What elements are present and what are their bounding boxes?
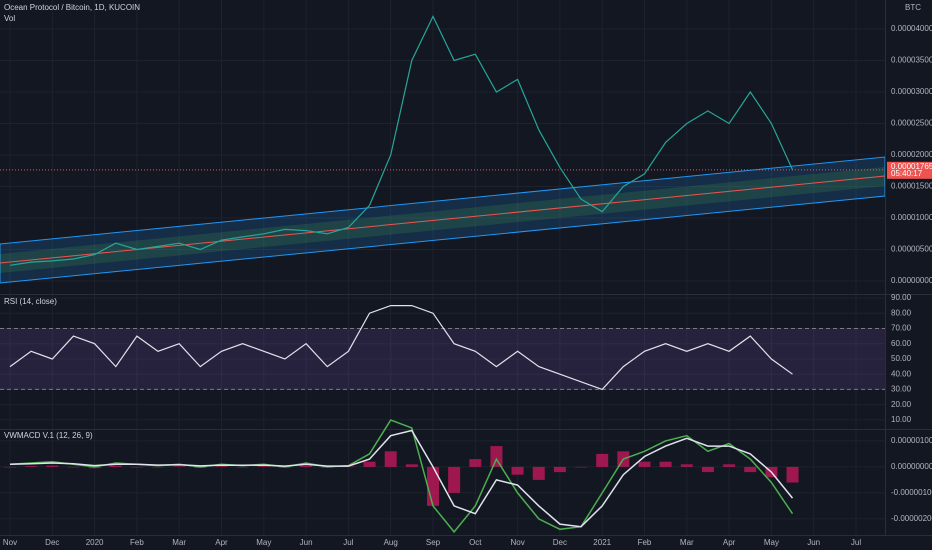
y-tick-label: 0.00004000 — [891, 24, 932, 33]
histogram-bar — [744, 466, 757, 473]
histogram-bar — [67, 466, 80, 468]
x-tick-label: Dec — [45, 538, 59, 547]
histogram-bar — [427, 466, 439, 506]
y-tick-label: 0.00003500 — [891, 56, 932, 65]
histogram-bar — [596, 453, 609, 467]
y-tick-label: 40.00 — [891, 369, 912, 378]
x-tick-label: Jun — [807, 538, 820, 547]
price-line — [9, 305, 793, 391]
price-line — [9, 15, 794, 266]
x-tick-label: Nov — [510, 538, 524, 547]
y-tick-label: 0.00001500 — [891, 182, 932, 191]
x-tick-label: Mar — [172, 538, 186, 547]
x-tick-label: Feb — [130, 538, 144, 547]
histogram-bar — [723, 464, 736, 467]
y-tick-label: 0.00000000 — [891, 276, 932, 285]
x-tick-label: Jul — [851, 538, 861, 547]
histogram-bar — [384, 451, 397, 467]
macd-title: VWMACD V.1 (12, 26, 9) — [4, 431, 93, 440]
histogram-bar — [532, 466, 545, 480]
x-tick-label: Oct — [469, 538, 482, 547]
histogram-bar — [46, 465, 59, 467]
histogram-bar — [130, 466, 143, 468]
x-tick-label: Mar — [680, 538, 694, 547]
histogram-bar — [786, 466, 799, 483]
x-tick-label: Jul — [343, 538, 353, 547]
y-tick-label: 0.00000500 — [891, 245, 932, 254]
y-tick-label: 0.00000000 — [891, 462, 932, 471]
histogram-bar — [680, 464, 693, 467]
x-tick-label: Aug — [384, 538, 398, 547]
last-price-box — [887, 161, 932, 179]
x-tick-label: Nov — [3, 538, 17, 547]
x-tick-label: May — [764, 538, 779, 547]
y-tick-label: 60.00 — [891, 339, 912, 348]
y-tick-label: 30.00 — [891, 385, 912, 394]
macd-line — [9, 429, 794, 528]
histogram-bar — [448, 466, 461, 493]
y-tick-label: 0.00000100 — [891, 436, 932, 445]
rsi-title: RSI (14, close) — [4, 297, 57, 306]
x-tick-label: Apr — [723, 538, 736, 547]
histogram-bar — [109, 465, 122, 467]
histogram-bar — [300, 465, 313, 467]
y-tick-label: 50.00 — [891, 354, 912, 363]
rsi-band — [0, 328, 885, 390]
y-tick-label: 80.00 — [891, 308, 912, 317]
histogram-bar — [469, 459, 482, 467]
y-tick-label: -0.00000200 — [891, 514, 932, 523]
histogram-bar — [405, 464, 418, 467]
volume-label: Vol — [4, 14, 15, 23]
y-tick-label: 10.00 — [891, 415, 912, 424]
x-tick-label: 2021 — [593, 538, 611, 547]
countdown-label: 05:40:17 — [891, 169, 923, 178]
histogram-bar — [4, 466, 16, 468]
y-tick-label: 90.00 — [891, 293, 912, 302]
unit-label: BTC — [905, 3, 921, 12]
y-tick-label: 0.00003000 — [891, 87, 932, 96]
histogram-bar — [152, 466, 165, 468]
y-tick-label: 0.00002000 — [891, 150, 932, 159]
last-price-label: 0.00001765 — [891, 162, 932, 171]
y-tick-label: -0.00000100 — [891, 488, 932, 497]
histogram-bar — [490, 446, 503, 467]
histogram-bar — [363, 461, 376, 467]
x-tick-label: May — [256, 538, 271, 547]
histogram-bar — [25, 466, 38, 467]
y-tick-label: 0.00002500 — [891, 119, 932, 128]
histogram-bar — [638, 461, 651, 467]
x-tick-label: Dec — [553, 538, 567, 547]
x-tick-label: Sep — [426, 538, 441, 547]
chart-title: Ocean Protocol / Bitcoin, 1D, KUCOIN — [4, 3, 140, 12]
x-tick-label: 2020 — [86, 538, 104, 547]
histogram-bar — [215, 466, 228, 467]
histogram-bar — [701, 466, 714, 473]
histogram-bar — [173, 466, 186, 467]
histogram-bar — [257, 466, 270, 467]
x-tick-label: Feb — [638, 538, 652, 547]
x-tick-label: Jun — [300, 538, 313, 547]
y-tick-label: 20.00 — [891, 400, 912, 409]
histogram-bar — [575, 466, 588, 468]
histogram-bar — [553, 466, 566, 473]
histogram-bar — [236, 466, 249, 468]
histogram-bar — [659, 461, 672, 467]
x-tick-label: Apr — [215, 538, 228, 547]
histogram-bar — [511, 466, 524, 475]
y-tick-label: 0.00001000 — [891, 213, 932, 222]
y-tick-label: 70.00 — [891, 324, 912, 333]
